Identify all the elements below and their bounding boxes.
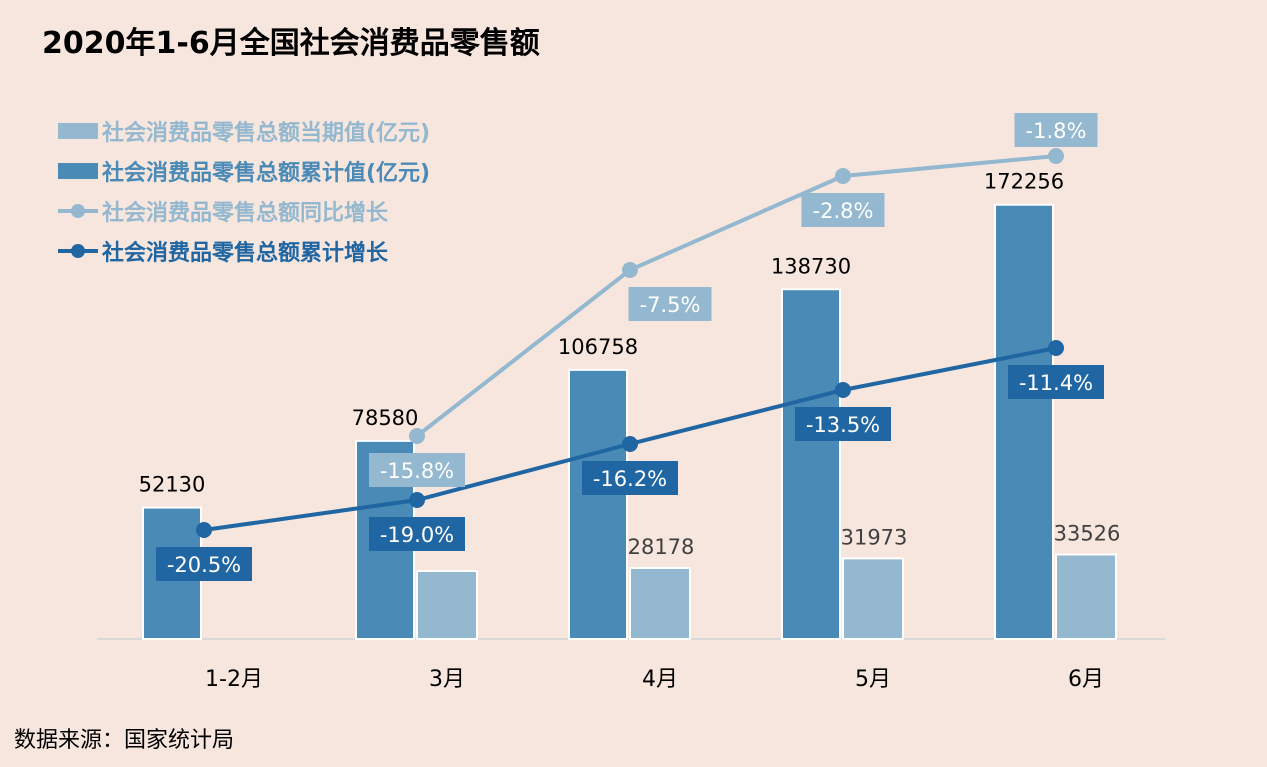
legend-label: 社会消费品零售总额同比增长	[102, 200, 389, 226]
bar-current	[629, 566, 691, 641]
bar-cumulative-value-label: 52130	[139, 473, 206, 497]
line-yoy-data-label: -15.8%	[380, 459, 454, 483]
legend-label: 社会消费品零售总额累计增长	[102, 240, 389, 266]
bar-cumulative	[568, 368, 628, 640]
line-cumulative-growth-point	[196, 522, 212, 538]
bar-cumulative-value-label: 106758	[558, 335, 638, 359]
bar-cumulative-value-label: 138730	[771, 254, 851, 278]
line-yoy-data-label-box	[369, 453, 465, 487]
line-cumulative-growth-data-label-box	[1008, 365, 1104, 399]
chart-title: 2020年1-6月全国社会消费品零售额	[42, 26, 540, 61]
bar-current	[416, 570, 478, 640]
line-cumulative-growth-point	[1048, 340, 1064, 356]
line-yoy-point	[1048, 148, 1064, 164]
bar-current-value-label: 33526	[1054, 521, 1121, 545]
line-cumulative-growth-data-label: -20.5%	[167, 553, 241, 577]
line-yoy-point	[409, 428, 425, 444]
bar-cumulative-value-label: 78580	[352, 406, 419, 430]
bar-cumulative	[994, 203, 1054, 640]
legend-label: 社会消费品零售总额累计值(亿元)	[102, 160, 430, 186]
bar-current-value-label: 28178	[628, 535, 695, 559]
line-yoy-data-label: -7.5%	[640, 293, 701, 317]
line-cumulative-growth-data-label-box	[369, 517, 465, 551]
x-tick-label: 6月	[1068, 667, 1104, 692]
line-cumulative-growth-data-label: -19.0%	[380, 523, 454, 547]
bar-cumulative	[781, 288, 841, 640]
line-cumulative-growth-data-label: -11.4%	[1019, 371, 1093, 395]
data-source: 数据来源：国家统计局	[14, 728, 235, 753]
bar-current	[842, 557, 904, 641]
bar-current-value-label: 31973	[841, 525, 908, 549]
legend-label: 社会消费品零售总额当期值(亿元)	[102, 120, 430, 146]
bar-current	[1055, 553, 1117, 640]
line-cumulative-growth-data-label: -13.5%	[806, 413, 880, 437]
bar-cumulative-value-label: 172256	[984, 170, 1064, 194]
line-yoy	[415, 154, 1057, 438]
x-tick-label: 5月	[855, 667, 891, 692]
line-cumulative-growth-data-label: -16.2%	[593, 467, 667, 491]
line-yoy-point	[622, 262, 638, 278]
line-yoy-data-label: -1.8%	[1026, 119, 1087, 143]
line-yoy-point	[835, 168, 851, 184]
line-cumulative-growth-data-label-box	[156, 547, 252, 581]
legend-swatch-marker	[71, 244, 85, 258]
line-cumulative-growth-point	[622, 436, 638, 452]
line-cumulative-growth-data-label-box	[582, 461, 678, 495]
line-yoy-data-label-box	[801, 193, 885, 227]
line-cumulative-growth-data-label-box	[795, 407, 891, 441]
legend-swatch-bar	[58, 123, 98, 139]
legend-swatch-bar	[58, 163, 98, 179]
line-yoy-data-label-box	[1014, 113, 1098, 147]
x-tick-label: 4月	[642, 667, 678, 692]
x-tick-label: 1-2月	[205, 667, 263, 692]
line-yoy-data-label-box	[628, 287, 712, 321]
line-yoy-data-label: -2.8%	[813, 199, 874, 223]
x-tick-label: 3月	[429, 667, 465, 692]
line-cumulative-growth-point	[409, 492, 425, 508]
legend-swatch-marker	[71, 204, 85, 218]
line-cumulative-growth-point	[835, 382, 851, 398]
